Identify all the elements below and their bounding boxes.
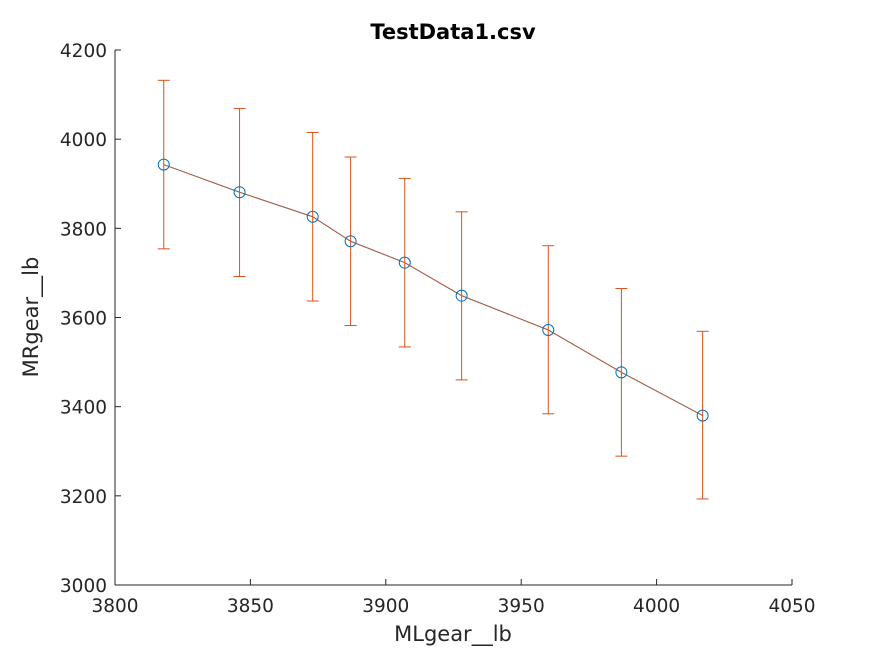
chart-title: TestData1.csv	[370, 20, 536, 44]
x-axis-label: MLgear__lb	[394, 622, 512, 647]
error-bar	[344, 156, 357, 327]
y-tick-label: 4200	[60, 41, 107, 62]
x-tick-label: 4050	[768, 596, 815, 617]
y-tick-label: 3200	[60, 487, 107, 508]
data-point-marker	[344, 235, 357, 248]
x-tick-label: 4000	[633, 596, 680, 617]
data-point-marker	[306, 210, 319, 223]
error-bar	[398, 177, 411, 348]
error-bar	[542, 245, 555, 415]
plot-area	[157, 79, 709, 500]
data-point-marker	[233, 186, 246, 199]
y-axis-label: MRgear__lb	[19, 257, 44, 378]
error-bar	[233, 107, 246, 277]
y-tick-label: 3400	[60, 398, 107, 419]
error-bar	[157, 79, 170, 250]
x-tick-label: 3900	[362, 596, 409, 617]
data-point-marker	[542, 323, 555, 336]
error-bar	[455, 211, 468, 381]
x-tick-label: 3950	[498, 596, 545, 617]
y-tick-label: 3800	[60, 219, 107, 240]
ticks: 3800 3850 3900 3950 4000 4050 3000 3200 3400 3600…	[60, 41, 816, 617]
y-tick-label: 4000	[60, 130, 107, 151]
data-point-marker	[455, 289, 468, 302]
error-bar	[696, 330, 709, 500]
data-point-marker	[615, 366, 628, 379]
y-tick-label: 3000	[60, 576, 107, 597]
data-point-marker	[157, 158, 170, 171]
x-tick-label: 3850	[227, 596, 274, 617]
y-tick-label: 3600	[60, 309, 107, 330]
data-point-marker	[398, 256, 411, 269]
error-bar	[306, 131, 319, 302]
data-point-marker	[696, 409, 709, 422]
x-tick-label: 3800	[91, 596, 138, 617]
error-bar	[615, 288, 628, 457]
